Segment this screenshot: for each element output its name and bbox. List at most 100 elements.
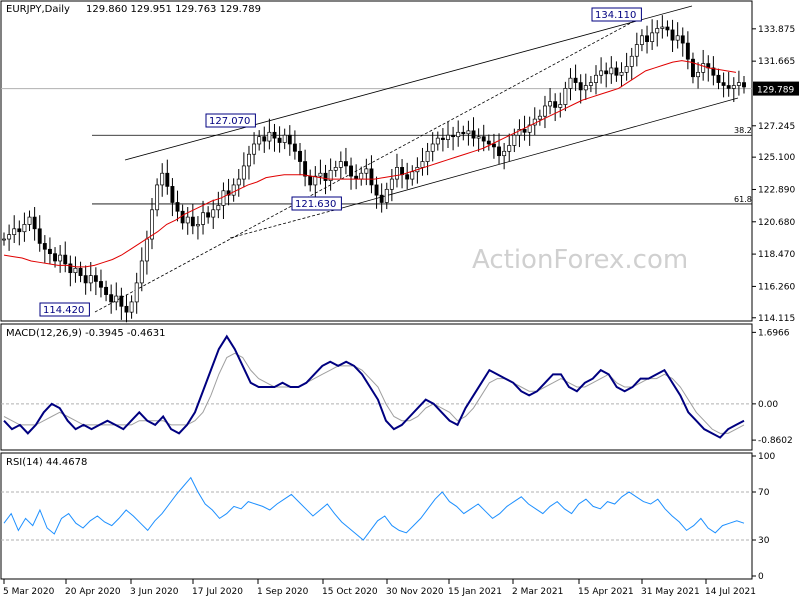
candle-body [170, 186, 175, 203]
price-axis-label: 127.245 [758, 122, 795, 132]
candle-body [650, 32, 655, 42]
candle-body [195, 224, 200, 227]
candle-body [83, 275, 88, 284]
macd-panel-frame [0, 323, 753, 451]
rsi-axis-label: 100 [758, 452, 775, 462]
candle-body [466, 130, 471, 135]
candle-body [716, 74, 721, 83]
candle-body [58, 254, 63, 262]
price-axis-label: 118.470 [758, 250, 795, 260]
moving-average-line [3, 60, 737, 268]
axis-layer: 133.875 131.665 127.245 125.100 122.890 120.6… [3, 25, 799, 597]
candle-body [109, 294, 114, 303]
candle-body [446, 134, 450, 140]
candle-body [104, 286, 109, 295]
chart-ohlc-values: 129.860 129.951 129.763 129.789 [86, 4, 261, 15]
candle-body [139, 260, 144, 284]
candle-body [328, 169, 333, 181]
candle-body [78, 267, 83, 276]
candle-body [349, 165, 353, 177]
candle-body [379, 194, 384, 203]
candle-body [629, 55, 634, 67]
candle-body [267, 131, 272, 142]
candle-body [660, 26, 665, 29]
candle-body [88, 275, 93, 284]
candle-body [619, 71, 624, 76]
candle-body [440, 137, 445, 140]
candle-body [165, 172, 170, 187]
candle-body [144, 238, 149, 262]
candle-body [451, 134, 456, 138]
candle-body [247, 153, 251, 167]
candle-body [369, 168, 374, 186]
candle-body [425, 150, 430, 162]
candle-body [680, 35, 685, 44]
candle-body [175, 202, 180, 212]
chart-symbol-title: EURJPY,Daily [6, 4, 70, 15]
x-axis-label: 20 Apr 2020 [65, 587, 121, 597]
candle-body [624, 66, 629, 73]
channel-upper-line [124, 5, 693, 161]
candle-body [323, 172, 328, 181]
price-axis-label: 114.115 [758, 314, 795, 324]
rsi-axis-label: 70 [758, 488, 770, 498]
x-axis-label: 15 Apr 2021 [578, 587, 634, 597]
candle-body [37, 228, 42, 244]
macd-layer [1, 334, 752, 439]
candle-body [588, 82, 593, 86]
candle-body [211, 209, 216, 218]
candle-body [568, 77, 573, 89]
candle-body [645, 35, 649, 42]
x-axis-label: 5 Mar 2020 [3, 587, 55, 597]
candle-body [359, 172, 364, 180]
candle-body [129, 301, 134, 313]
candle-body [73, 267, 78, 274]
x-axis-label: 1 Sep 2020 [257, 587, 309, 597]
candle-body [150, 209, 154, 240]
price-annotation-label: 134.110 [595, 10, 636, 21]
macd-main-line [3, 334, 745, 439]
candle-body [486, 140, 491, 145]
candle-body [736, 82, 741, 86]
rsi-title: RSI(14) 44.4678 [6, 457, 87, 468]
price-axis-label: 131.665 [758, 57, 795, 67]
candle-body [553, 101, 558, 108]
price-axis-label: 120.680 [758, 218, 795, 228]
candle-body [226, 190, 231, 196]
candle-body [502, 150, 507, 157]
candle-body [257, 136, 262, 145]
candle-body [563, 88, 568, 105]
macd-title: MACD(12,26,9) -0.3945 -0.4631 [6, 328, 166, 339]
x-axis-label: 30 Nov 2020 [386, 587, 444, 597]
candle-body [63, 254, 68, 265]
candle-body [701, 63, 706, 73]
candle-body [639, 35, 644, 45]
candle-body [27, 216, 32, 225]
candle-body [384, 188, 389, 203]
candle-body [298, 150, 302, 162]
candle-body [221, 190, 226, 206]
candle-body [410, 171, 415, 180]
candle-body [114, 295, 119, 303]
candle-body [476, 136, 481, 139]
trend-dashed-line [94, 17, 641, 313]
candle-body [313, 175, 318, 186]
candle-body [318, 172, 323, 177]
candle-body [491, 143, 496, 148]
candle-body [206, 212, 211, 218]
price-annotation-label: 121.630 [295, 199, 336, 210]
candle-body [742, 82, 746, 88]
candle-body [364, 168, 369, 174]
candle-body [461, 131, 466, 135]
candle-body [456, 131, 461, 138]
last-price-tag-label: 129.789 [757, 86, 794, 96]
price-axis-label: 133.875 [758, 25, 795, 35]
candle-body [333, 167, 338, 171]
candle-body [32, 216, 37, 230]
candle-body [548, 101, 553, 107]
candle-body [185, 216, 190, 224]
watermark: ActionForex.com [472, 245, 688, 275]
rsi-panel-frame [0, 452, 753, 580]
macd-axis-label: 0.00 [758, 400, 778, 410]
